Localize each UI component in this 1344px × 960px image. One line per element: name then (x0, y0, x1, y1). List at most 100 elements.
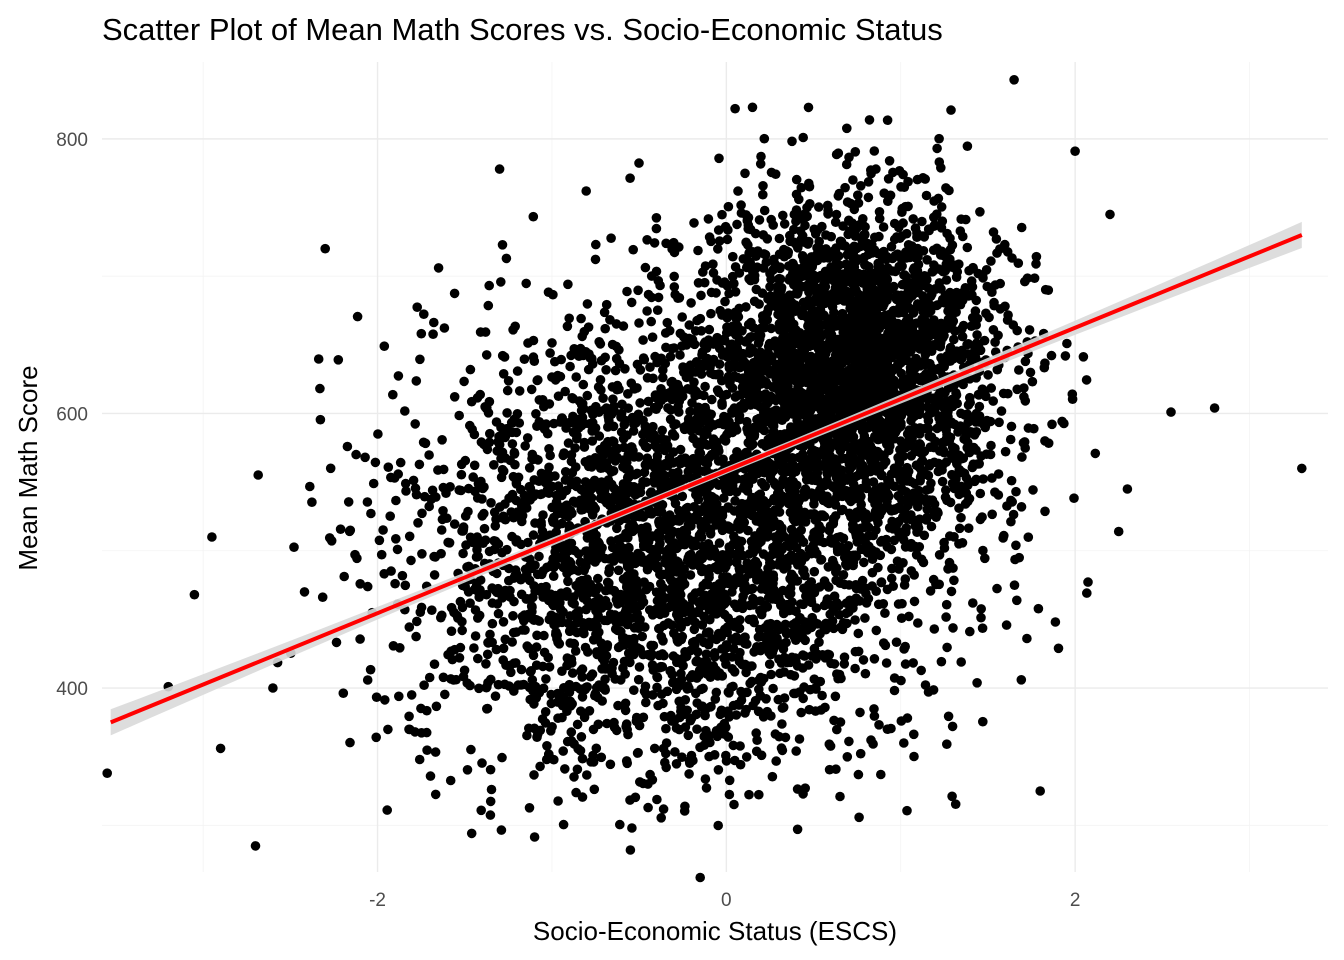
data-point (575, 684, 585, 694)
data-point (625, 173, 635, 183)
data-point (736, 564, 747, 575)
data-point (773, 624, 784, 635)
data-point (878, 599, 889, 609)
data-point (638, 476, 648, 487)
data-point (393, 371, 404, 381)
data-point (583, 322, 594, 333)
data-point (1010, 554, 1020, 565)
data-point (704, 664, 714, 674)
data-point (572, 719, 583, 730)
data-point (549, 754, 559, 765)
data-point (400, 406, 410, 416)
data-point (727, 352, 738, 362)
data-point (842, 752, 853, 762)
data-point (737, 603, 748, 614)
data-point (728, 581, 738, 591)
data-point (555, 371, 566, 382)
data-point (912, 341, 923, 352)
data-point (645, 769, 655, 780)
data-point (645, 362, 655, 373)
data-point (541, 674, 551, 684)
data-point (576, 505, 586, 515)
data-point (778, 644, 789, 654)
data-point (419, 491, 430, 502)
data-point (607, 339, 618, 350)
data-point (677, 341, 687, 351)
data-point (902, 805, 912, 816)
data-point (517, 516, 527, 527)
data-point (548, 571, 559, 581)
data-point (591, 239, 601, 250)
data-point (845, 603, 855, 613)
data-point (524, 803, 535, 813)
data-point (652, 451, 663, 461)
data-point (578, 379, 589, 390)
data-point (687, 591, 697, 602)
data-point (599, 485, 610, 496)
data-point (841, 559, 851, 569)
data-point (972, 678, 982, 688)
data-point (498, 617, 509, 627)
data-point (886, 573, 897, 584)
data-point (416, 328, 427, 339)
data-point (576, 706, 586, 716)
data-point (832, 669, 842, 679)
data-point (661, 723, 671, 734)
data-point (528, 650, 539, 661)
data-point (899, 644, 909, 654)
data-point (335, 524, 346, 534)
data-point (717, 375, 727, 386)
data-point (594, 680, 604, 690)
data-point (594, 431, 605, 441)
data-point (962, 141, 973, 151)
data-point (577, 753, 588, 764)
data-point (1046, 350, 1057, 361)
data-point (779, 564, 789, 574)
data-point (460, 511, 471, 521)
data-point (689, 218, 699, 228)
data-point (761, 257, 772, 268)
data-point (491, 644, 502, 655)
data-point (514, 418, 525, 428)
data-point (1028, 485, 1038, 495)
data-point (634, 158, 644, 168)
data-point (380, 695, 390, 705)
data-point (449, 644, 460, 655)
data-point (456, 469, 467, 480)
data-point (601, 365, 611, 375)
data-point (656, 631, 667, 642)
data-point (791, 174, 802, 185)
data-point (568, 564, 579, 575)
data-point (685, 406, 695, 417)
data-point (525, 483, 536, 494)
data-point (874, 213, 885, 224)
data-point (635, 398, 645, 408)
data-point (601, 299, 612, 310)
data-point (355, 579, 366, 589)
data-point (732, 343, 742, 353)
data-point (696, 455, 707, 466)
data-point (524, 491, 535, 502)
data-point (473, 551, 484, 562)
data-point (712, 332, 722, 343)
data-point (485, 428, 495, 439)
data-point (654, 459, 665, 470)
data-point (798, 633, 808, 643)
data-point (481, 589, 492, 600)
data-point (949, 575, 959, 586)
data-point (1011, 540, 1021, 551)
data-point (440, 689, 450, 700)
data-point (596, 385, 606, 395)
data-point (933, 193, 944, 204)
data-point (497, 513, 508, 523)
data-point (584, 706, 595, 716)
data-point (976, 604, 986, 614)
data-point (647, 332, 658, 343)
data-point (583, 588, 593, 598)
data-point (546, 591, 557, 602)
data-point (944, 185, 954, 196)
data-point (588, 757, 599, 767)
data-point (538, 510, 548, 520)
data-point (400, 478, 411, 489)
data-point (698, 683, 708, 694)
